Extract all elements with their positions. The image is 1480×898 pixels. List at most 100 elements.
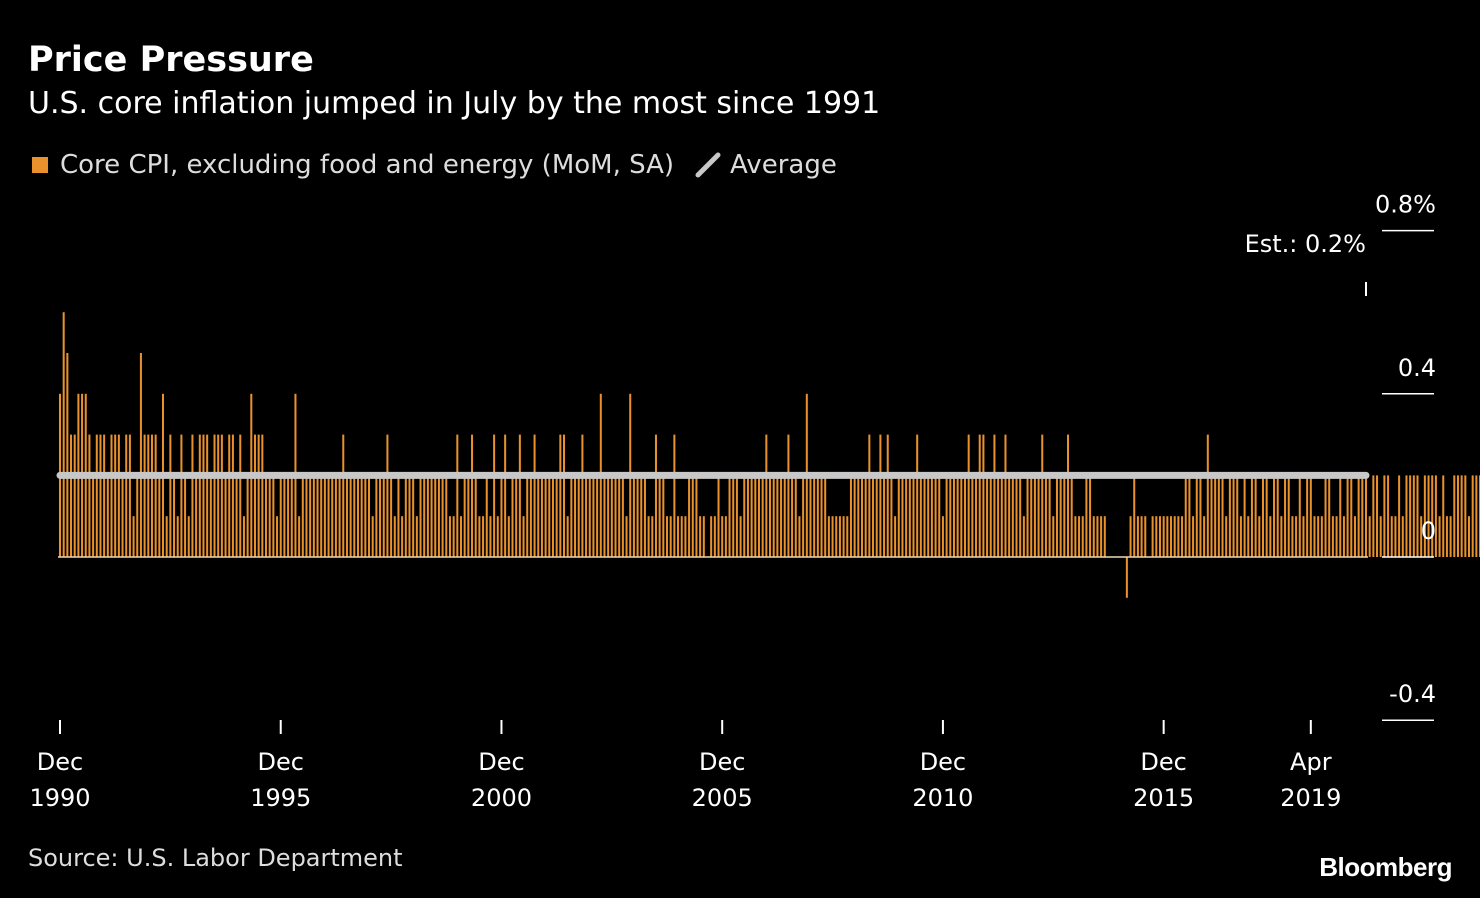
bar — [1081, 516, 1084, 557]
bar — [526, 475, 529, 557]
bar — [533, 434, 536, 557]
bar — [537, 475, 540, 557]
bar — [290, 475, 293, 557]
bar — [459, 516, 463, 557]
bar — [106, 475, 109, 557]
bar — [132, 516, 135, 557]
bar — [879, 434, 882, 557]
bar — [997, 475, 1000, 557]
bar — [511, 475, 514, 557]
bar — [1306, 475, 1309, 557]
bar — [478, 516, 481, 557]
bar — [621, 475, 624, 557]
bar — [562, 434, 566, 557]
bar-series — [58, 312, 1480, 598]
bar — [592, 475, 595, 557]
x-tick-label: Apr — [1290, 748, 1332, 776]
bar — [625, 516, 628, 557]
bar — [257, 434, 260, 557]
bar — [1037, 475, 1040, 557]
bar — [1324, 475, 1327, 557]
bar — [217, 434, 220, 557]
bar — [864, 475, 867, 557]
bar — [883, 475, 886, 557]
bar — [103, 434, 106, 557]
bar — [853, 475, 856, 557]
y-tick-label: 0 — [1421, 517, 1436, 545]
bar — [485, 475, 488, 557]
bar — [1206, 434, 1209, 557]
bar — [143, 434, 146, 557]
bar — [1092, 516, 1095, 557]
bar — [482, 516, 485, 557]
bar — [276, 516, 279, 557]
bar — [1291, 516, 1294, 557]
bar — [448, 516, 451, 557]
bar — [724, 516, 727, 557]
bar — [912, 475, 915, 557]
bar — [750, 475, 753, 557]
bar — [70, 434, 73, 557]
average-legend-label: Average — [730, 150, 837, 180]
bar — [1243, 475, 1246, 557]
bar — [1247, 516, 1250, 557]
bar — [1140, 516, 1143, 557]
bar — [213, 434, 216, 557]
bar — [147, 434, 150, 557]
bar — [1280, 516, 1283, 557]
bar — [1008, 475, 1011, 557]
bar — [754, 475, 757, 557]
bar — [287, 475, 290, 557]
x-tick-label: 2005 — [692, 784, 753, 812]
bar — [1361, 475, 1364, 557]
bar — [180, 434, 183, 557]
x-tick-label: 1990 — [29, 784, 90, 812]
bar — [158, 475, 161, 557]
bar — [154, 434, 157, 557]
bar — [206, 434, 209, 557]
bar — [441, 475, 444, 557]
x-tick-label: 2015 — [1133, 784, 1194, 812]
x-tick-label: 2000 — [471, 784, 532, 812]
bar — [1217, 475, 1220, 557]
bar — [1030, 475, 1033, 557]
bar — [522, 516, 525, 557]
bar — [165, 516, 168, 557]
bar — [1059, 475, 1062, 557]
bar — [952, 475, 955, 557]
x-tick-label: Dec — [478, 748, 524, 776]
bar — [923, 475, 926, 557]
bar — [279, 475, 282, 557]
bar — [780, 475, 783, 557]
bar — [1004, 434, 1007, 557]
bar — [1195, 475, 1198, 557]
bar — [298, 516, 301, 557]
bar — [1225, 516, 1228, 557]
bar — [1265, 475, 1268, 557]
bar — [1100, 516, 1103, 557]
bar — [1379, 516, 1382, 557]
bar — [1372, 475, 1375, 557]
bar — [930, 475, 933, 557]
bar — [426, 475, 429, 557]
bar — [1387, 475, 1390, 557]
bar — [338, 475, 341, 557]
bar — [776, 475, 779, 557]
bar — [1192, 516, 1195, 557]
y-tick-label: 0.4 — [1398, 354, 1436, 382]
bar — [1203, 516, 1206, 557]
bar — [334, 475, 337, 557]
bar — [1475, 475, 1478, 557]
bar — [1464, 475, 1467, 557]
bar — [941, 516, 944, 557]
bar — [312, 475, 315, 557]
bar — [529, 475, 532, 557]
bar — [515, 475, 518, 557]
bar — [1394, 516, 1397, 557]
bar — [1041, 434, 1044, 557]
bar — [643, 475, 646, 557]
bar — [1026, 475, 1029, 557]
bar — [614, 475, 617, 557]
bar — [390, 475, 393, 557]
bar — [820, 475, 823, 557]
